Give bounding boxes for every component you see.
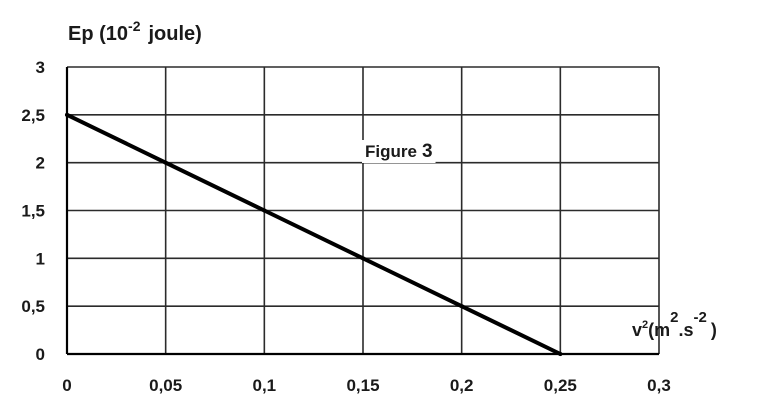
y-tick-label: 2 — [36, 154, 45, 173]
tick-labels: 0 0,05 0,1 0,15 0,2 0,25 0,3 0 0,5 1 1,5 2 2,5 3 — [21, 58, 670, 395]
series — [65, 112, 563, 356]
data-point — [558, 352, 563, 356]
data-point — [65, 112, 69, 117]
x-tick-label: 0,05 — [149, 376, 182, 395]
series-line — [65, 112, 563, 356]
y-tick-label: 2,5 — [21, 106, 45, 125]
data-point — [459, 304, 464, 309]
x-tick-label: 0,1 — [253, 376, 277, 395]
data-point — [262, 208, 267, 213]
figure-annotation-background — [362, 140, 436, 163]
x-tick-label: 0 — [62, 376, 71, 395]
y-axis-label: Ep (10-2 joule) — [68, 18, 202, 45]
data-point — [361, 256, 365, 261]
y-tick-label: 3 — [36, 58, 45, 77]
x-tick-label: 0,3 — [647, 376, 671, 395]
x-axis-label: v2(m2.s-2) — [632, 309, 717, 340]
y-tick-label: 0,5 — [21, 297, 45, 316]
y-tick-label: 1 — [36, 249, 45, 268]
figure-annotation: Figure 3 — [365, 141, 433, 162]
x-tick-label: 0,25 — [544, 376, 577, 395]
y-tick-label: 1,5 — [21, 202, 45, 221]
x-tick-label: 0,15 — [346, 376, 379, 395]
grid — [65, 66, 660, 356]
data-point — [163, 160, 168, 165]
y-tick-label: 0 — [36, 345, 45, 364]
x-tick-label: 0,2 — [450, 376, 474, 395]
